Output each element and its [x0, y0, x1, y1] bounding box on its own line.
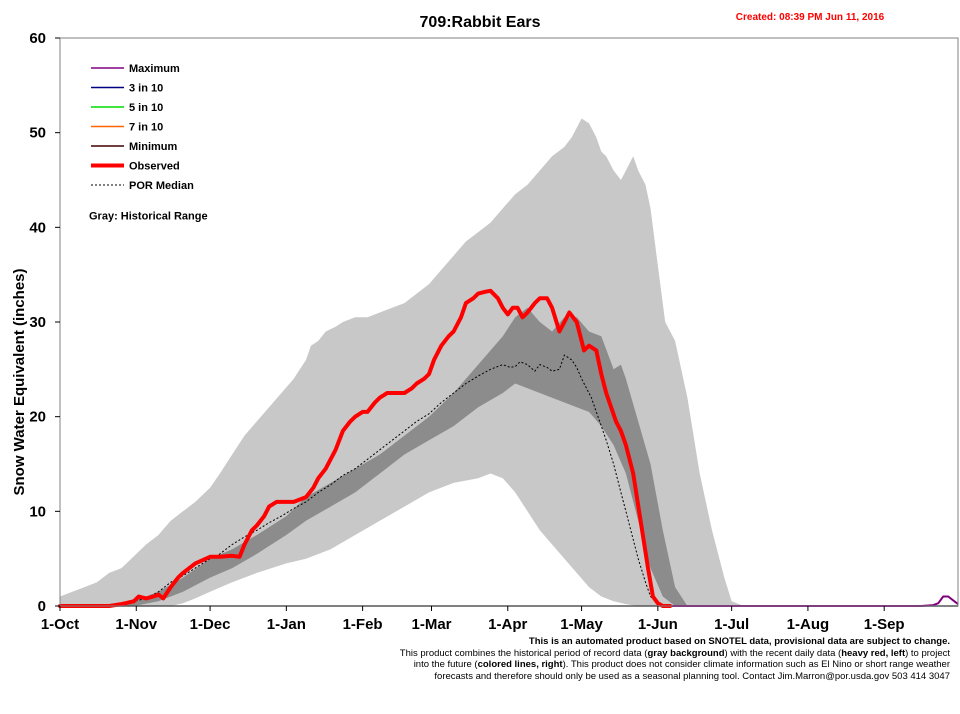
x-tick-label: 1-Sep [864, 616, 905, 633]
y-tick-label: 30 [29, 314, 46, 331]
footer-text: ). This product does not consider climat… [562, 659, 950, 670]
axis-layer: 0 10 20 30 40 50 60 1-Oct 1-Nov 1-Dec 1-Jan 1-Feb 1-… [29, 30, 904, 633]
x-tick-label: 1-Jan [267, 616, 306, 633]
created-timestamp: Created: 08:39 PM Jun 11, 2016 [736, 12, 885, 23]
legend-label: Observed [129, 161, 180, 173]
footer-emphasis: gray background [647, 647, 725, 659]
y-tick-label: 0 [38, 598, 46, 615]
footer-text: This product combines the historical per… [399, 647, 648, 659]
x-tick-label: 1-Jul [714, 616, 749, 633]
chart-title: 709:Rabbit Ears [420, 14, 541, 31]
x-tick-label: 1-Jun [638, 616, 678, 633]
y-axis-label: Snow Water Equivalent (inches) [11, 269, 28, 496]
y-tick-label: 10 [29, 503, 46, 520]
footer-text: ) to project [905, 647, 950, 659]
legend-note: Gray: Historical Range [89, 211, 208, 223]
legend-label: Maximum [129, 63, 180, 75]
legend-label: 5 in 10 [129, 102, 163, 114]
x-tick-label: 1-May [560, 616, 603, 633]
x-tick-label: 1-Dec [190, 616, 231, 633]
footer-emphasis: colored lines, right [477, 659, 563, 670]
x-tick-label: 1-Oct [41, 616, 79, 633]
x-tick-label: 1-Mar [411, 616, 451, 633]
historical-range-band [60, 118, 744, 606]
legend-label: POR Median [129, 180, 194, 192]
legend-label: 3 in 10 [129, 83, 163, 95]
footer-emphasis: heavy red, left [841, 647, 906, 659]
footer-line-3: into the future (colored lines, right). … [310, 659, 950, 671]
y-tick-label: 60 [29, 30, 46, 47]
x-tick-label: 1-Nov [115, 616, 157, 633]
y-tick-label: 20 [29, 409, 46, 426]
inner-range-band [109, 307, 688, 606]
footer-text: into the future ( [413, 659, 478, 670]
footer-line-1: This is an automated product based on SN… [528, 636, 950, 647]
y-tick-label: 50 [29, 125, 46, 142]
legend: Maximum 3 in 10 5 in 10 7 in 10 Minimum Obser… [89, 63, 208, 223]
y-tick-label: 40 [29, 219, 46, 236]
footer-text: ) with the recent daily data ( [724, 647, 842, 659]
x-tick-label: 1-Feb [343, 616, 383, 633]
footer-note: This is an automated product based on SN… [310, 636, 950, 682]
footer-line-2: This product combines the historical per… [310, 648, 950, 660]
x-tick-label: 1-Apr [488, 616, 527, 633]
observed-line [58, 288, 673, 608]
legend-label: 7 in 10 [129, 122, 163, 134]
legend-label: Minimum [129, 141, 177, 153]
footer-line-4: forecasts and therefore should only be u… [434, 670, 950, 682]
range-layer [60, 118, 744, 606]
x-tick-label: 1-Aug [787, 616, 830, 633]
